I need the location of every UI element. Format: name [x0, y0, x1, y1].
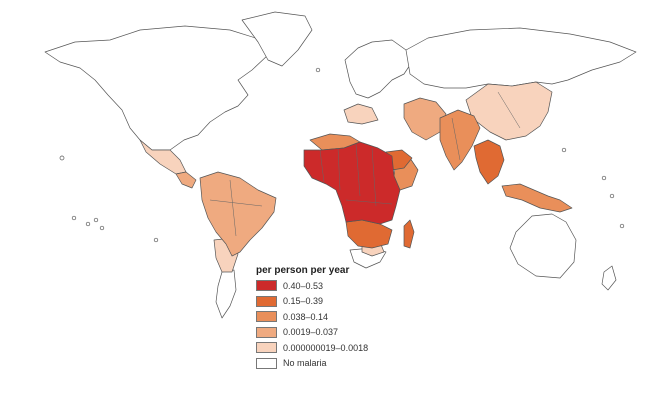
south-america: [199, 171, 277, 257]
central-america: [175, 171, 197, 189]
australia: [509, 213, 577, 279]
legend-label: 0.0019–0.037: [283, 327, 339, 338]
legend-item-high: 0.15–0.39: [256, 294, 416, 310]
madagascar: [403, 219, 415, 249]
legend-item-highest: 0.40–0.53: [256, 278, 416, 294]
small-islands: [59, 67, 625, 243]
legend-item-lowest: 0.000000019–0.0018: [256, 340, 416, 356]
country-borders: [209, 91, 521, 237]
north-america-region: [44, 25, 269, 151]
legend-label: 0.15–0.39: [283, 296, 324, 307]
southern-africa-mid: [345, 219, 393, 249]
legend-swatch: [256, 280, 277, 292]
legend-label: 0.038–0.14: [283, 311, 329, 322]
greenland: [241, 11, 313, 67]
legend-title: per person per year: [256, 265, 350, 276]
legend-swatch: [256, 311, 277, 323]
legend-swatch: [256, 326, 277, 338]
southeast-asia-mainland: [473, 139, 505, 185]
legend-label: 0.000000019–0.0018: [283, 342, 369, 353]
legend-label: 0.40–0.53: [283, 280, 324, 291]
map-legend: per person per year 0.40–0.53 0.15–0.39 …: [256, 264, 416, 371]
legend-swatch: [256, 342, 277, 354]
north-africa-coast: [343, 103, 379, 125]
new-zealand: [601, 265, 617, 291]
legend-swatch: [256, 357, 277, 369]
india-region: [439, 109, 481, 171]
legend-label: No malaria: [283, 358, 327, 369]
moderate-transmission-regions: [309, 109, 573, 213]
high-transmission-regions: [345, 139, 505, 249]
low-transmission-regions: [175, 97, 447, 257]
southern-south-america: [215, 269, 237, 319]
legend-item-moderate: 0.038–0.14: [256, 309, 416, 325]
no-malaria-regions: [44, 11, 637, 319]
central-africa: [303, 141, 401, 225]
legend-swatch: [256, 295, 277, 307]
legend-item-low: 0.0019–0.037: [256, 325, 416, 341]
indonesia-region: [501, 183, 573, 213]
northern-asia-region: [405, 27, 637, 89]
europe-region: [344, 39, 413, 99]
legend-item-none: No malaria: [256, 356, 416, 372]
